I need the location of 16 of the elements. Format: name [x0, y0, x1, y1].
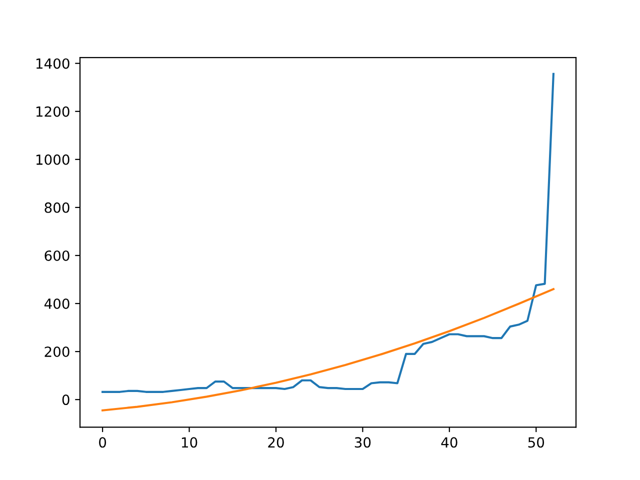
- y-tick-label: 0: [62, 394, 70, 406]
- x-tick-label: 40: [441, 437, 458, 448]
- line-series: [102, 288, 554, 412]
- x-tick-label: 0: [99, 437, 106, 448]
- x-tick-label: 30: [354, 437, 371, 448]
- y-tick-label: 600: [44, 250, 70, 261]
- x-tick-label: 10: [182, 437, 198, 448]
- x-tick-label: 50: [528, 437, 544, 448]
- line-series: [102, 72, 554, 393]
- y-tick-label: 800: [44, 202, 70, 213]
- y-tick-label: 200: [44, 346, 70, 358]
- y-tick-label: 1200: [36, 106, 70, 117]
- y-tick-label: 400: [44, 298, 70, 309]
- x-tick-label: 20: [268, 437, 284, 448]
- y-tick-label: 1400: [36, 58, 70, 69]
- y-tick-label: 1000: [36, 154, 70, 165]
